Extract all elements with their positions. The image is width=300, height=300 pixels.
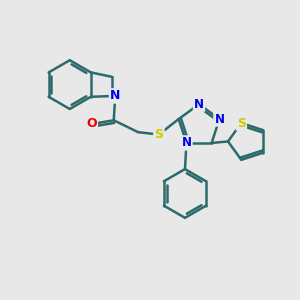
Text: N: N	[214, 112, 224, 125]
Text: N: N	[194, 98, 204, 111]
Text: S: S	[154, 128, 164, 141]
Text: O: O	[86, 117, 97, 130]
Text: N: N	[182, 136, 191, 149]
Text: S: S	[237, 117, 246, 130]
Text: N: N	[110, 89, 120, 102]
